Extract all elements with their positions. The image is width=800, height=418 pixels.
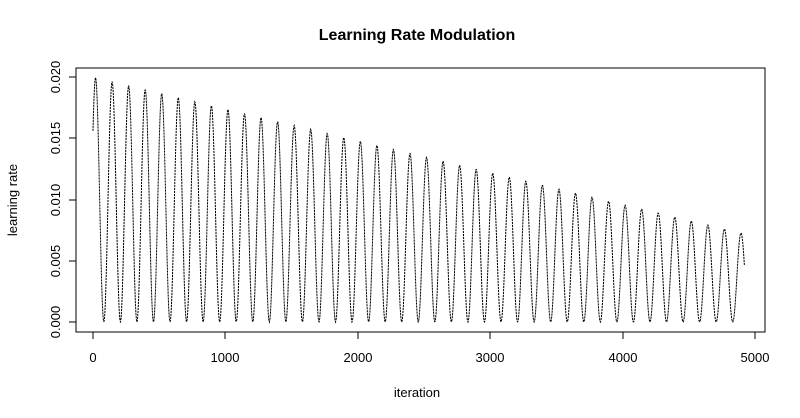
- x-tick-label-0: 0: [89, 350, 96, 365]
- x-axis-label: iteration: [394, 385, 440, 400]
- x-axis: 0 1000 2000 3000 4000 5000: [89, 331, 770, 365]
- x-tick-label-1000: 1000: [211, 350, 240, 365]
- y-tick-label-0.010: 0.010: [48, 184, 63, 217]
- y-axis-label: learning rate: [5, 164, 20, 236]
- x-tick-label-4000: 4000: [609, 350, 638, 365]
- y-axis: 0.000 0.005 0.010 0.015 0.020: [48, 61, 77, 339]
- x-tick-label-5000: 5000: [741, 350, 770, 365]
- y-tick-label-0.000: 0.000: [48, 306, 63, 339]
- learning-rate-series-line: [92, 77, 745, 324]
- x-tick-label-2000: 2000: [344, 350, 373, 365]
- y-tick-label-0.020: 0.020: [48, 61, 63, 94]
- x-tick-label-3000: 3000: [476, 350, 505, 365]
- chart-title: Learning Rate Modulation: [319, 27, 515, 44]
- y-tick-label-0.015: 0.015: [48, 122, 63, 155]
- y-tick-label-0.005: 0.005: [48, 245, 63, 278]
